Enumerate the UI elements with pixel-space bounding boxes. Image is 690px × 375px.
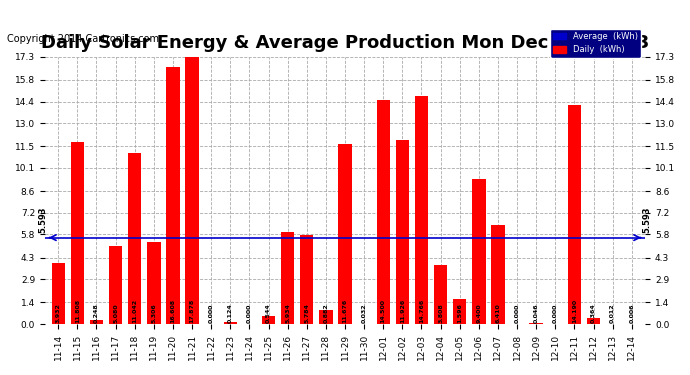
Text: 0.000: 0.000 — [208, 304, 214, 323]
Title: Daily Solar Energy & Average Production Mon Dec 15  07:53: Daily Solar Energy & Average Production … — [41, 34, 649, 53]
Text: 0.012: 0.012 — [610, 304, 615, 323]
Text: 5.306: 5.306 — [151, 303, 157, 323]
Text: 0.364: 0.364 — [591, 303, 596, 323]
Bar — [262, 316, 275, 324]
Text: 0.882: 0.882 — [324, 303, 328, 323]
Text: 14.500: 14.500 — [381, 299, 386, 323]
Text: 5.593: 5.593 — [39, 207, 48, 233]
Text: 0.000: 0.000 — [553, 304, 558, 323]
Text: 5.784: 5.784 — [304, 303, 309, 323]
Bar — [281, 232, 295, 324]
Text: 6.410: 6.410 — [495, 303, 500, 323]
Text: 1.596: 1.596 — [457, 303, 462, 323]
Text: 14.190: 14.190 — [572, 299, 577, 323]
Bar — [568, 105, 581, 324]
Bar — [90, 320, 104, 324]
Bar — [109, 246, 122, 324]
Bar — [491, 225, 504, 324]
Text: 11.676: 11.676 — [342, 299, 348, 323]
Text: 0.000: 0.000 — [515, 304, 520, 323]
Text: 0.046: 0.046 — [533, 304, 539, 323]
Bar — [147, 242, 161, 324]
Bar — [319, 310, 333, 324]
Text: 3.808: 3.808 — [438, 303, 443, 323]
Text: Copyright 2014 Cartronics.com: Copyright 2014 Cartronics.com — [7, 34, 159, 44]
Bar — [395, 140, 409, 324]
Text: 5.080: 5.080 — [113, 304, 118, 323]
Legend: Average  (kWh), Daily  (kWh): Average (kWh), Daily (kWh) — [550, 29, 641, 58]
Bar — [224, 322, 237, 324]
Text: 0.124: 0.124 — [228, 303, 233, 323]
Bar — [186, 48, 199, 324]
Bar — [415, 96, 428, 324]
Bar — [529, 323, 543, 324]
Text: 16.608: 16.608 — [170, 299, 175, 323]
Text: 14.766: 14.766 — [419, 299, 424, 323]
Text: 0.032: 0.032 — [362, 304, 366, 323]
Text: 0.544: 0.544 — [266, 303, 271, 323]
Bar — [70, 142, 84, 324]
Text: 0.248: 0.248 — [94, 303, 99, 323]
Text: 17.878: 17.878 — [190, 299, 195, 323]
Bar — [128, 153, 141, 324]
Bar — [300, 235, 313, 324]
Text: 0.000: 0.000 — [247, 304, 252, 323]
Text: 5.593: 5.593 — [642, 207, 651, 233]
Text: 11.808: 11.808 — [75, 299, 80, 323]
Text: 11.926: 11.926 — [400, 299, 405, 323]
Bar — [453, 299, 466, 324]
Bar — [434, 265, 447, 324]
Bar — [52, 263, 65, 324]
Text: 11.042: 11.042 — [132, 299, 137, 323]
Text: 9.400: 9.400 — [476, 304, 482, 323]
Bar — [338, 144, 352, 324]
Bar — [166, 68, 179, 324]
Text: 0.006: 0.006 — [629, 304, 634, 323]
Bar — [472, 179, 486, 324]
Bar — [377, 100, 390, 324]
Text: 3.932: 3.932 — [56, 303, 61, 323]
Bar — [586, 318, 600, 324]
Text: 5.934: 5.934 — [285, 303, 290, 323]
